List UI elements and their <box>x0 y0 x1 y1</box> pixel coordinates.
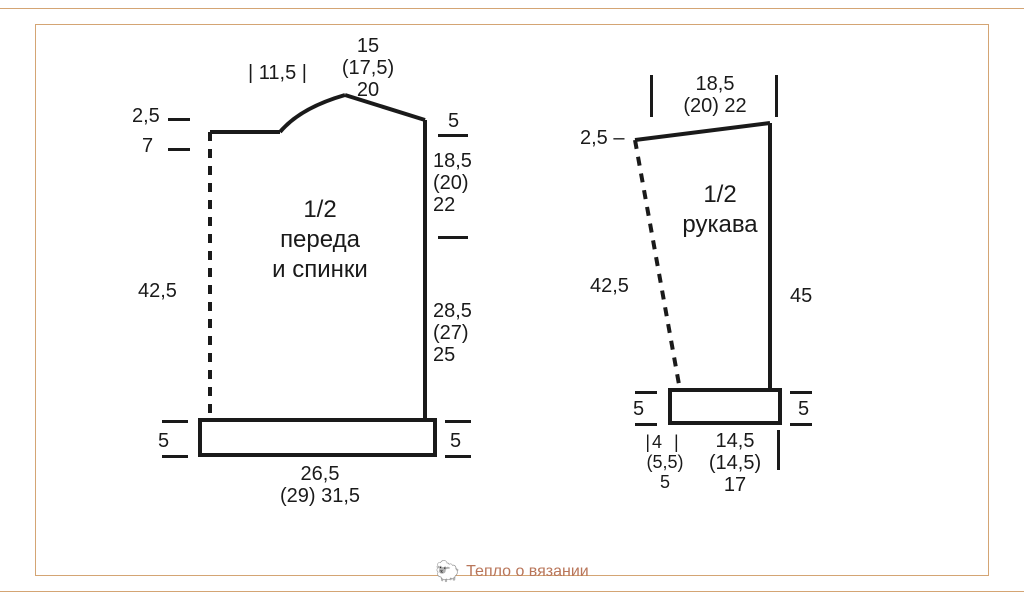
bottom-width-2: (29) 31,5 <box>250 485 390 507</box>
sleeve-top-2: (20) 22 <box>665 95 765 117</box>
body-title-3: и спинки <box>245 255 395 285</box>
bottom-width-1: 26,5 <box>250 463 390 485</box>
body-title-1: 1/2 <box>245 195 395 225</box>
label-cuff-left: 5 <box>633 398 644 420</box>
decor-line-bottom <box>0 591 1024 592</box>
tick-sleeve-bw-r <box>777 430 780 470</box>
tick-cuff-l-bot <box>635 423 657 426</box>
cuff-ext-2: (5,5) <box>640 453 690 473</box>
label-bottom-width: 26,5 (29) 31,5 <box>250 463 390 507</box>
cuff-ext-3: 5 <box>640 473 690 493</box>
sleeve-piece-diagram: 18,5 (20) 22 2,5 – 42,5 45 5 5 |4| (5,5)… <box>560 85 860 535</box>
armhole-1: 18,5 <box>433 150 488 172</box>
tick-sleeve-top-l <box>650 75 653 117</box>
label-hem-left: 5 <box>158 430 169 452</box>
side-1: 28,5 <box>433 300 488 322</box>
neck-width-1: 15 <box>333 35 403 57</box>
label-cap-drop: 2,5 – <box>580 127 624 149</box>
tick-cuff-l-top <box>635 391 657 394</box>
label-neck-width: 15 (17,5) 20 <box>333 35 403 101</box>
label-cuff-right: 5 <box>798 398 809 420</box>
watermark: 🐑 Тепло о вязании <box>435 559 588 584</box>
armhole-3: 22 <box>433 194 488 216</box>
watermark-text: Тепло о вязании <box>466 563 589 581</box>
tick-hem-r-top <box>445 420 471 423</box>
sleeve-top-1: 18,5 <box>665 73 765 95</box>
label-hem-right: 5 <box>450 430 461 452</box>
label-sleeve-full: 45 <box>790 285 812 307</box>
neck-width-3: 20 <box>333 79 403 101</box>
label-top-left-drop: 2,5 <box>132 105 160 127</box>
sleeve-bw-1: 14,5 <box>700 430 770 452</box>
tick-cuff-r-top <box>790 391 812 394</box>
sheep-icon: 🐑 <box>435 559 460 584</box>
sleeve-bw-2: (14,5) <box>700 452 770 474</box>
tick-7 <box>168 148 190 151</box>
body-piece-title: 1/2 переда и спинки <box>245 195 395 285</box>
decor-line-top <box>0 8 1024 9</box>
tick-hem-l-top <box>162 420 188 423</box>
sleeve-title-2: рукава <box>665 210 775 240</box>
side-2: (27) <box>433 322 488 344</box>
label-cuff-ext: |4| (5,5) 5 <box>640 433 690 492</box>
label-full-side: 42,5 <box>138 280 177 302</box>
label-side-length: 28,5 (27) 25 <box>433 300 488 366</box>
label-sleeve-top-width: 18,5 (20) 22 <box>665 73 765 117</box>
label-neck-depth: 7 <box>142 135 153 157</box>
tick-hem-l-bot <box>162 455 188 458</box>
label-sleeve-bottom-width: 14,5 (14,5) 17 <box>700 430 770 496</box>
sleeve-piece-title: 1/2 рукава <box>665 180 775 240</box>
tick-armhole-end <box>438 236 468 239</box>
label-armhole: 18,5 (20) 22 <box>433 150 488 216</box>
tick-2-5 <box>168 118 190 121</box>
tick-shoulder <box>438 134 468 137</box>
label-shoulder-drop: 5 <box>448 110 459 132</box>
sleeve-title-1: 1/2 <box>665 180 775 210</box>
tick-hem-r-bot <box>445 455 471 458</box>
body-piece-diagram: | 11,5 | 15 (17,5) 20 2,5 7 5 18,5 (20) … <box>150 50 470 520</box>
sleeve-bw-3: 17 <box>700 474 770 496</box>
body-outline <box>150 50 470 520</box>
body-title-2: переда <box>245 225 395 255</box>
label-top-half-width: | 11,5 | <box>210 62 345 84</box>
armhole-2: (20) <box>433 172 488 194</box>
label-sleeve-side: 42,5 <box>590 275 629 297</box>
cuff-ext-bars: |4| <box>640 433 690 453</box>
side-3: 25 <box>433 344 488 366</box>
tick-cuff-r-bot <box>790 423 812 426</box>
tick-sleeve-top-r <box>775 75 778 117</box>
neck-width-2: (17,5) <box>333 57 403 79</box>
